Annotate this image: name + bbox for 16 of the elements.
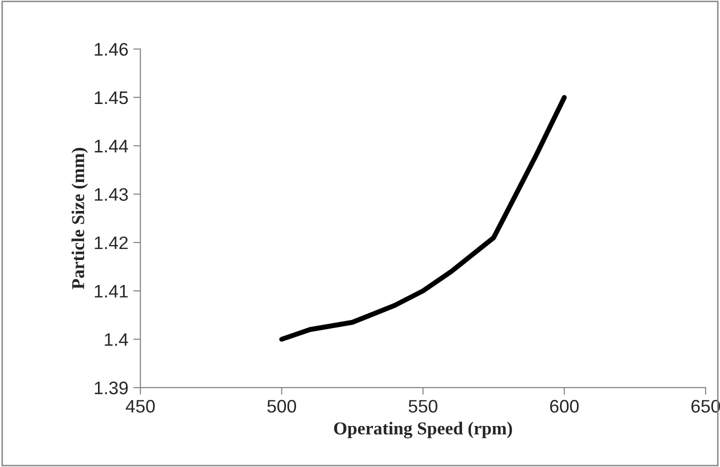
x-tick-label: 500: [267, 400, 296, 413]
y-tick-label: 1.4: [104, 333, 128, 346]
x-tick-label: 650: [691, 400, 720, 413]
x-tick-label: 600: [550, 400, 579, 413]
y-axis-title: Particle Size (mm): [72, 148, 88, 290]
y-tick-label: 1.44: [94, 140, 128, 152]
x-tick-label: 450: [126, 400, 155, 413]
x-tick-label: 550: [408, 400, 438, 413]
y-tick-label: 1.46: [94, 42, 128, 56]
line-series: [279, 94, 567, 342]
x-axis-title: Operating Speed (rpm): [334, 422, 512, 438]
y-tick-label: 1.42: [94, 236, 128, 250]
y-tick-label: 1.43: [94, 188, 128, 201]
y-tick-label: 1.41: [94, 284, 128, 298]
y-tick-label: 1.39: [94, 382, 128, 394]
y-tick-label: 1.45: [94, 92, 128, 104]
